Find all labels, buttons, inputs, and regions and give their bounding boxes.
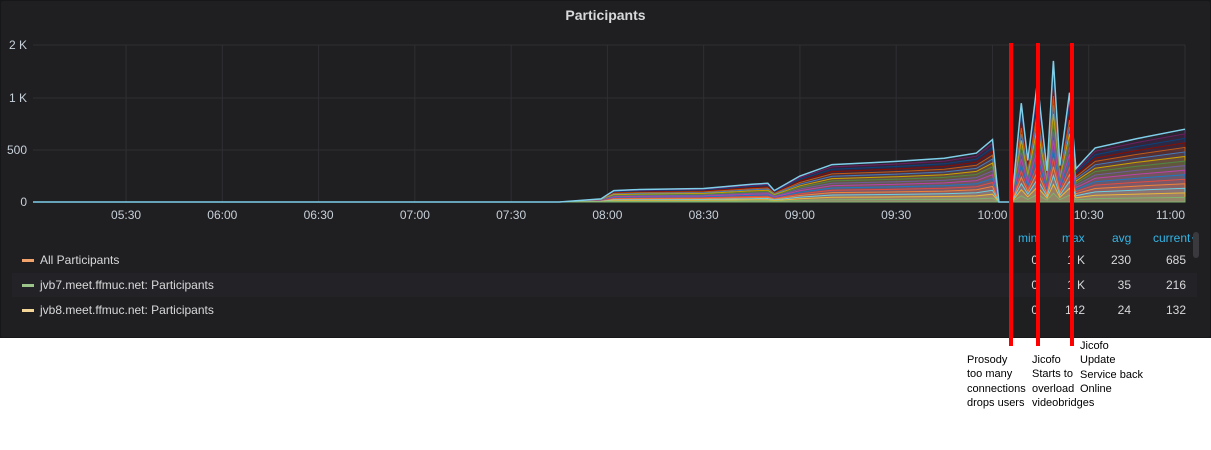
legend-row[interactable]: All Participants 0 1 K 230 685: [12, 248, 1197, 272]
legend-header-current-label: current: [1153, 231, 1191, 245]
total-line: [33, 60, 1186, 203]
legend-label[interactable]: jvb7.meet.ffmuc.net: Participants: [40, 278, 214, 292]
series-area: [33, 104, 1186, 203]
stacked-series: [33, 60, 1186, 203]
legend-min: 0: [1031, 253, 1038, 267]
series-area: [33, 69, 1186, 203]
legend-swatch: [22, 259, 34, 262]
y-tick-label: 0: [20, 195, 27, 209]
x-tick-label: 11:00: [1156, 208, 1185, 222]
series-area: [33, 96, 1186, 203]
legend-header-avg[interactable]: avg: [1112, 231, 1132, 245]
legend-label[interactable]: All Participants: [40, 253, 120, 267]
legend-swatch: [22, 309, 34, 312]
x-tick-label: 07:30: [496, 208, 526, 222]
x-tick-label: 08:30: [689, 208, 719, 222]
legend-min: 0: [1031, 278, 1038, 292]
annotation-jicofo-overload: Jicofo Starts to overload videobridges: [1032, 354, 1095, 409]
legend-min: 0: [1031, 303, 1038, 317]
y-tick-label: 500: [7, 143, 27, 157]
x-tick-label: 09:30: [881, 208, 911, 222]
chart-svg: 0 500 1 K 2 K 05:30 06:00 06:30 07:00 07:30 08:00…: [7, 38, 1186, 222]
series-area: [33, 87, 1186, 203]
legend-swatch: [22, 284, 34, 287]
x-tick-label: 06:00: [207, 208, 237, 222]
legend-current: 216: [1165, 278, 1186, 292]
legend-current: 132: [1165, 303, 1186, 317]
annotation-prosody: Prosody too many connections drops users: [967, 354, 1026, 409]
x-tick-label: 07:00: [400, 208, 430, 222]
x-tick-label: 05:30: [111, 208, 141, 222]
legend-row[interactable]: jvb8.meet.ffmuc.net: Participants 0 142 …: [12, 298, 1197, 322]
legend-label[interactable]: jvb8.meet.ffmuc.net: Participants: [40, 303, 214, 317]
annotation-jicofo-update: Jicofo Update Service back Online: [1080, 340, 1143, 395]
legend-avg: 230: [1110, 253, 1131, 267]
legend-header-min[interactable]: min: [1018, 231, 1038, 245]
x-tick-label: 10:00: [977, 208, 1007, 222]
legend-current: 685: [1165, 253, 1186, 267]
legend-max: 142: [1064, 303, 1085, 317]
y-tick-label: 1 K: [9, 91, 27, 105]
series-area: [33, 60, 1186, 203]
x-tick-label: 06:30: [304, 208, 334, 222]
legend-avg: 35: [1117, 278, 1131, 292]
legend-scrollbar[interactable]: [1193, 232, 1199, 258]
legend-avg: 24: [1117, 303, 1131, 317]
panel-title[interactable]: Participants: [565, 7, 646, 23]
legend-header-current[interactable]: current▼: [1153, 231, 1198, 245]
legend-row[interactable]: jvb7.meet.ffmuc.net: Participants 0 1 K …: [12, 273, 1197, 297]
legend-header-max[interactable]: max: [1062, 231, 1085, 245]
series-area: [33, 113, 1186, 203]
y-tick-label: 2 K: [9, 38, 27, 52]
series-area: [33, 78, 1186, 203]
x-tick-label: 10:30: [1074, 208, 1104, 222]
x-tick-label: 09:00: [785, 208, 815, 222]
x-tick-label: 08:00: [592, 208, 622, 222]
